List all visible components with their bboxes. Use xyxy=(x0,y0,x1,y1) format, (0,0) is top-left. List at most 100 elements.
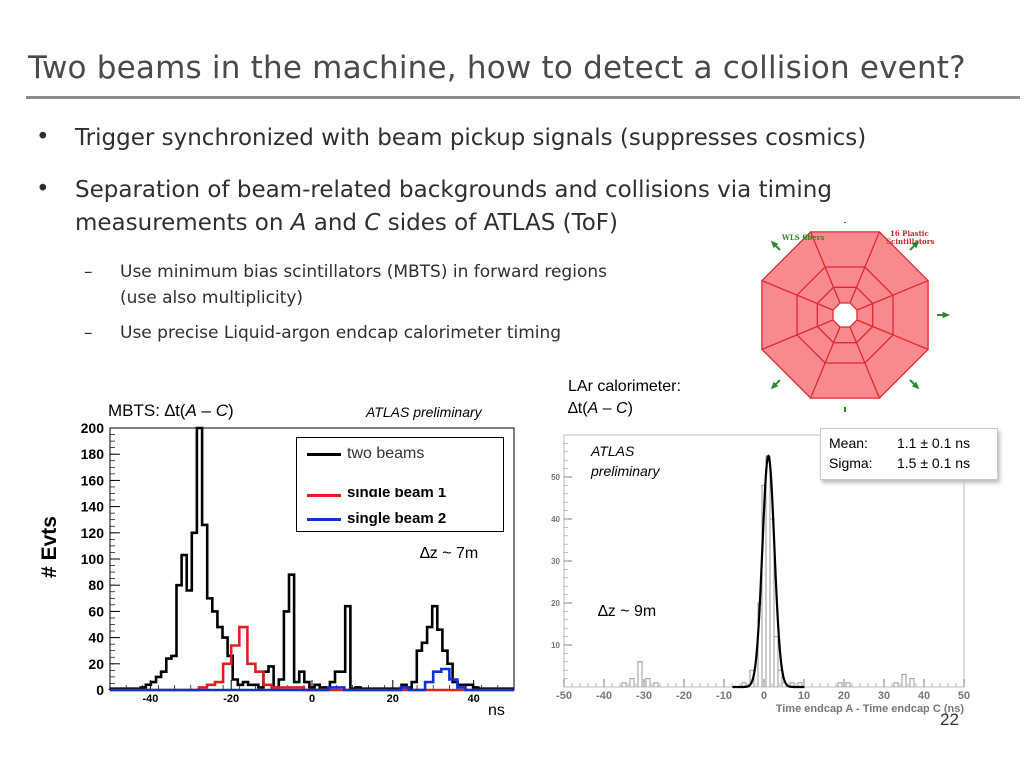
y-tick-label: 40 xyxy=(551,515,560,524)
mbts-scintillator-diagram: WLS fibers 16 Plastic Scintillators xyxy=(761,222,950,412)
sector-divider xyxy=(849,231,881,304)
data-bin xyxy=(773,636,779,687)
mean-value: 1.1 ± 0.1 ns xyxy=(897,435,971,451)
x-tick-label: 40 xyxy=(467,693,479,705)
sub-bullet-mbts-line1: Use minimum bias scintillators (MBTS) in… xyxy=(120,262,607,282)
data-bin xyxy=(637,661,643,687)
sigma-label: Sigma: xyxy=(829,455,873,471)
wls-fibers-label: WLS fibers xyxy=(781,233,824,242)
fiber-arrow-head xyxy=(770,240,779,249)
lar-chart-title-line1: LAr calorimeter: xyxy=(568,378,681,395)
legend-two-beams: two beams xyxy=(347,445,425,462)
sub-bullet-lar: Use precise Liquid-argon endcap calorime… xyxy=(120,323,562,343)
fiber-arrow-head xyxy=(911,381,920,390)
x-tick-label: -20 xyxy=(223,693,239,705)
sector-divider xyxy=(849,326,881,399)
x-tick-label: -40 xyxy=(596,690,612,702)
sub-bullet-marker: – xyxy=(84,262,93,282)
y-tick-label: 180 xyxy=(81,446,105,462)
y-tick-label: 30 xyxy=(551,557,560,566)
y-tick-label: 140 xyxy=(81,499,105,515)
data-bin xyxy=(893,682,899,687)
sub-bullet-marker: – xyxy=(84,323,93,343)
scintillator-ring xyxy=(832,302,858,328)
data-bin xyxy=(789,682,795,687)
series-single-beam-2 xyxy=(110,667,514,692)
x-tick-label: 40 xyxy=(918,690,930,702)
atlas-preliminary-label-line2: preliminary xyxy=(591,463,660,479)
x-tick-label: 0 xyxy=(309,693,315,705)
fiber-arrow-head xyxy=(911,240,920,249)
y-tick-label: 160 xyxy=(81,472,105,488)
gaussian-fit-curve xyxy=(732,454,805,689)
data-bin xyxy=(837,682,843,687)
y-tick-label: 20 xyxy=(88,656,104,672)
sector-divider xyxy=(856,279,929,311)
chart-legend: two beams single beam 1 single beam 2 xyxy=(296,437,504,532)
data-bin xyxy=(645,678,651,687)
fit-stats-box: Mean: 1.1 ± 0.1 ns Sigma: 1.5 ± 0.1 ns xyxy=(820,428,998,480)
bullet-marker: • xyxy=(36,176,50,202)
y-axis-label: # Evts xyxy=(38,516,61,578)
data-bin xyxy=(653,682,659,687)
x-tick-label: -50 xyxy=(556,690,572,702)
data-bin xyxy=(741,682,747,687)
x-tick-label: 20 xyxy=(387,693,399,705)
y-tick-label: 200 xyxy=(81,420,105,436)
dz-9m-box: ∆z ~ 9m xyxy=(590,598,682,628)
data-bin xyxy=(797,682,803,687)
bullet-marker: • xyxy=(36,124,50,150)
data-bin xyxy=(621,682,627,687)
x-tick-label: -30 xyxy=(636,690,652,702)
dz-9m-annotation: ∆z ~ 9m xyxy=(598,603,657,620)
slide-title: Two beams in the machine, how to detect … xyxy=(28,50,966,86)
y-tick-label: 60 xyxy=(88,603,104,619)
y-tick-label: 120 xyxy=(81,525,105,541)
y-tick-label: 0 xyxy=(96,682,104,698)
sector-divider xyxy=(809,326,841,399)
x-tick-label: -10 xyxy=(716,690,732,702)
bullet-separation-line1: Separation of beam-related backgrounds a… xyxy=(75,177,832,203)
dz-7m-annotation: ∆z ~ 7m xyxy=(420,545,479,562)
x-tick-label: 30 xyxy=(878,690,890,702)
x-tick-label: 10 xyxy=(798,690,810,702)
data-bin xyxy=(769,518,775,687)
bullet-trigger: Trigger synchronized with beam pickup si… xyxy=(75,125,867,151)
lar-chart-title-line2: ∆t(A – C) xyxy=(568,400,633,417)
scintillators-label-line2: Scintillators xyxy=(886,237,934,246)
sector-divider xyxy=(761,279,834,311)
x-tick-label: 50 xyxy=(958,690,970,702)
y-tick-label: 100 xyxy=(81,551,105,567)
title-divider xyxy=(26,96,1020,99)
data-bin xyxy=(845,682,851,687)
sector-divider xyxy=(761,319,834,351)
atlas-preliminary-label-line1: ATLAS xyxy=(591,443,635,459)
x-axis-unit-label: ns xyxy=(488,702,505,719)
fiber-arrow-head xyxy=(770,381,779,390)
series-two-beams xyxy=(108,426,514,690)
legend-single-beam-2: single beam 2 xyxy=(347,510,447,527)
fiber-arrow-head xyxy=(942,311,950,319)
sigma-value: 1.5 ± 0.1 ns xyxy=(897,455,971,471)
x-axis-label: Time endcap A - Time endcap C (ns) xyxy=(776,703,965,715)
x-tick-label: 20 xyxy=(838,690,850,702)
mbts-chart-title: MBTS: ∆t(A – C) xyxy=(108,401,234,420)
y-tick-label: 80 xyxy=(88,577,104,593)
sector-divider xyxy=(809,231,841,304)
y-tick-label: 40 xyxy=(88,630,104,646)
x-tick-label: -20 xyxy=(676,690,692,702)
data-bin xyxy=(901,673,907,687)
sector-divider xyxy=(856,319,929,351)
y-tick-label: 50 xyxy=(551,473,560,482)
bullet-separation-line2: measurements on A and C sides of ATLAS (… xyxy=(75,210,619,236)
y-tick-label: 10 xyxy=(551,641,560,650)
mean-label: Mean: xyxy=(829,435,868,451)
legend-single-beam-1: single beam 1 xyxy=(347,488,447,497)
data-bin xyxy=(629,678,635,687)
slide-number: 22 xyxy=(940,710,959,729)
x-tick-label: 0 xyxy=(761,690,767,702)
atlas-preliminary-label: ATLAS preliminary xyxy=(366,404,482,420)
data-bin xyxy=(909,678,915,687)
y-tick-label: 20 xyxy=(551,599,560,608)
